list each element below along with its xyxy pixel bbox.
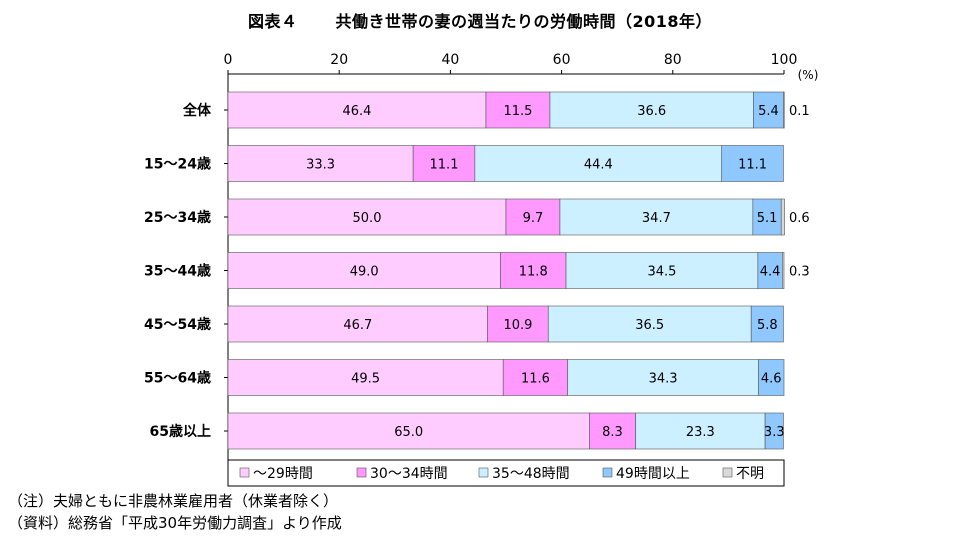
category-label: 全体 xyxy=(182,102,212,119)
data-label: 4.4 xyxy=(760,265,781,280)
bar-segment xyxy=(474,145,723,182)
legend-label: 不明 xyxy=(736,466,764,482)
bar-segment xyxy=(635,412,766,450)
category-label: 25～34歳 xyxy=(144,209,211,226)
bar-segment xyxy=(565,252,759,289)
x-tick-label: 80 xyxy=(664,52,682,68)
source-text: （資料）総務省「平成30年労働力調査」より作成 xyxy=(8,514,342,532)
category-label: 45～54歳 xyxy=(144,316,211,333)
category-label: 35～44歳 xyxy=(144,263,211,280)
legend-label: ～29時間 xyxy=(253,466,313,482)
data-label: 65.0 xyxy=(394,425,423,440)
data-label: 0.6 xyxy=(789,211,810,226)
bar-segment xyxy=(721,145,784,182)
bar-segment xyxy=(547,305,752,343)
data-label: 9.7 xyxy=(523,211,544,226)
bar-segment xyxy=(589,412,636,450)
data-label: 49.0 xyxy=(350,265,379,280)
data-label: 5.4 xyxy=(758,104,779,119)
bar-segment xyxy=(758,359,785,396)
legend-swatch xyxy=(239,467,250,478)
data-label: 11.6 xyxy=(521,372,550,387)
data-label: 36.6 xyxy=(637,104,666,119)
data-label: 36.5 xyxy=(635,318,664,333)
figure-number: 図表４ xyxy=(247,12,298,31)
x-tick-label: 60 xyxy=(553,52,571,68)
legend-swatch xyxy=(478,467,489,478)
bar-segment xyxy=(750,305,784,343)
bar-segment xyxy=(227,359,504,396)
data-label: 0.1 xyxy=(789,104,810,119)
x-tick-label: 20 xyxy=(330,52,348,68)
chart-title: 図表４ 共働き世帯の妻の週当たりの労働時間（2018年） xyxy=(0,8,960,32)
bar-segment xyxy=(412,145,476,182)
data-label: 11.5 xyxy=(503,104,532,119)
bar-segment xyxy=(227,252,501,289)
data-label: 4.6 xyxy=(761,372,782,387)
chart-title-text: 共働き世帯の妻の週当たりの労働時間（2018年） xyxy=(335,12,713,31)
data-label: 34.7 xyxy=(642,211,671,226)
bar-segment xyxy=(227,305,488,343)
bar-segment xyxy=(227,198,507,236)
legend-swatch xyxy=(356,467,367,478)
data-label: 11.1 xyxy=(738,158,767,173)
bar-segment xyxy=(500,252,567,289)
bar-segment xyxy=(780,198,785,236)
data-label: 11.1 xyxy=(430,158,459,173)
data-label: 11.8 xyxy=(519,265,548,280)
x-tick-label: 40 xyxy=(441,52,459,68)
data-label: 34.3 xyxy=(649,372,678,387)
bar-segment xyxy=(567,359,759,396)
data-label: 34.5 xyxy=(647,265,676,280)
category-label: 15～24歳 xyxy=(144,156,211,173)
legend-label: 49時間以上 xyxy=(616,466,690,482)
note-text: （注）夫婦ともに非農林業雇用者（休業者除く） xyxy=(8,492,339,510)
bar-segment xyxy=(782,252,785,289)
legend-box xyxy=(227,459,785,487)
data-label: 49.5 xyxy=(351,372,380,387)
bar-segment xyxy=(559,198,754,236)
bar-segment xyxy=(757,252,783,289)
category-label: 65歳以上 xyxy=(150,423,211,440)
bar-segment xyxy=(227,91,487,129)
data-label: 8.3 xyxy=(602,425,623,440)
data-label: 50.0 xyxy=(353,211,382,226)
data-label: 44.4 xyxy=(584,158,613,173)
data-label: 46.7 xyxy=(343,318,372,333)
bar-segment xyxy=(227,412,590,450)
data-label: 33.3 xyxy=(306,158,335,173)
legend-swatch xyxy=(722,467,733,478)
x-unit-label: (%) xyxy=(798,68,819,82)
x-tick-label: 100 xyxy=(771,52,798,68)
data-label: 10.9 xyxy=(503,318,532,333)
legend-label: 30～34時間 xyxy=(370,466,448,482)
data-label: 3.3 xyxy=(764,425,785,440)
data-label: 5.1 xyxy=(757,211,778,226)
category-label: 55～64歳 xyxy=(144,370,211,387)
data-label: 23.3 xyxy=(686,425,715,440)
bar-segment xyxy=(227,145,414,182)
bar-segment xyxy=(752,198,782,236)
legend-swatch xyxy=(602,467,613,478)
data-label: 5.8 xyxy=(757,318,778,333)
data-label: 46.4 xyxy=(343,104,372,119)
legend-label: 35～48時間 xyxy=(492,466,570,482)
bar-segment xyxy=(764,412,784,450)
bar-segment xyxy=(505,198,561,236)
bar-segment xyxy=(783,91,785,129)
data-label: 0.3 xyxy=(789,265,810,280)
x-tick-label: 0 xyxy=(224,52,233,68)
